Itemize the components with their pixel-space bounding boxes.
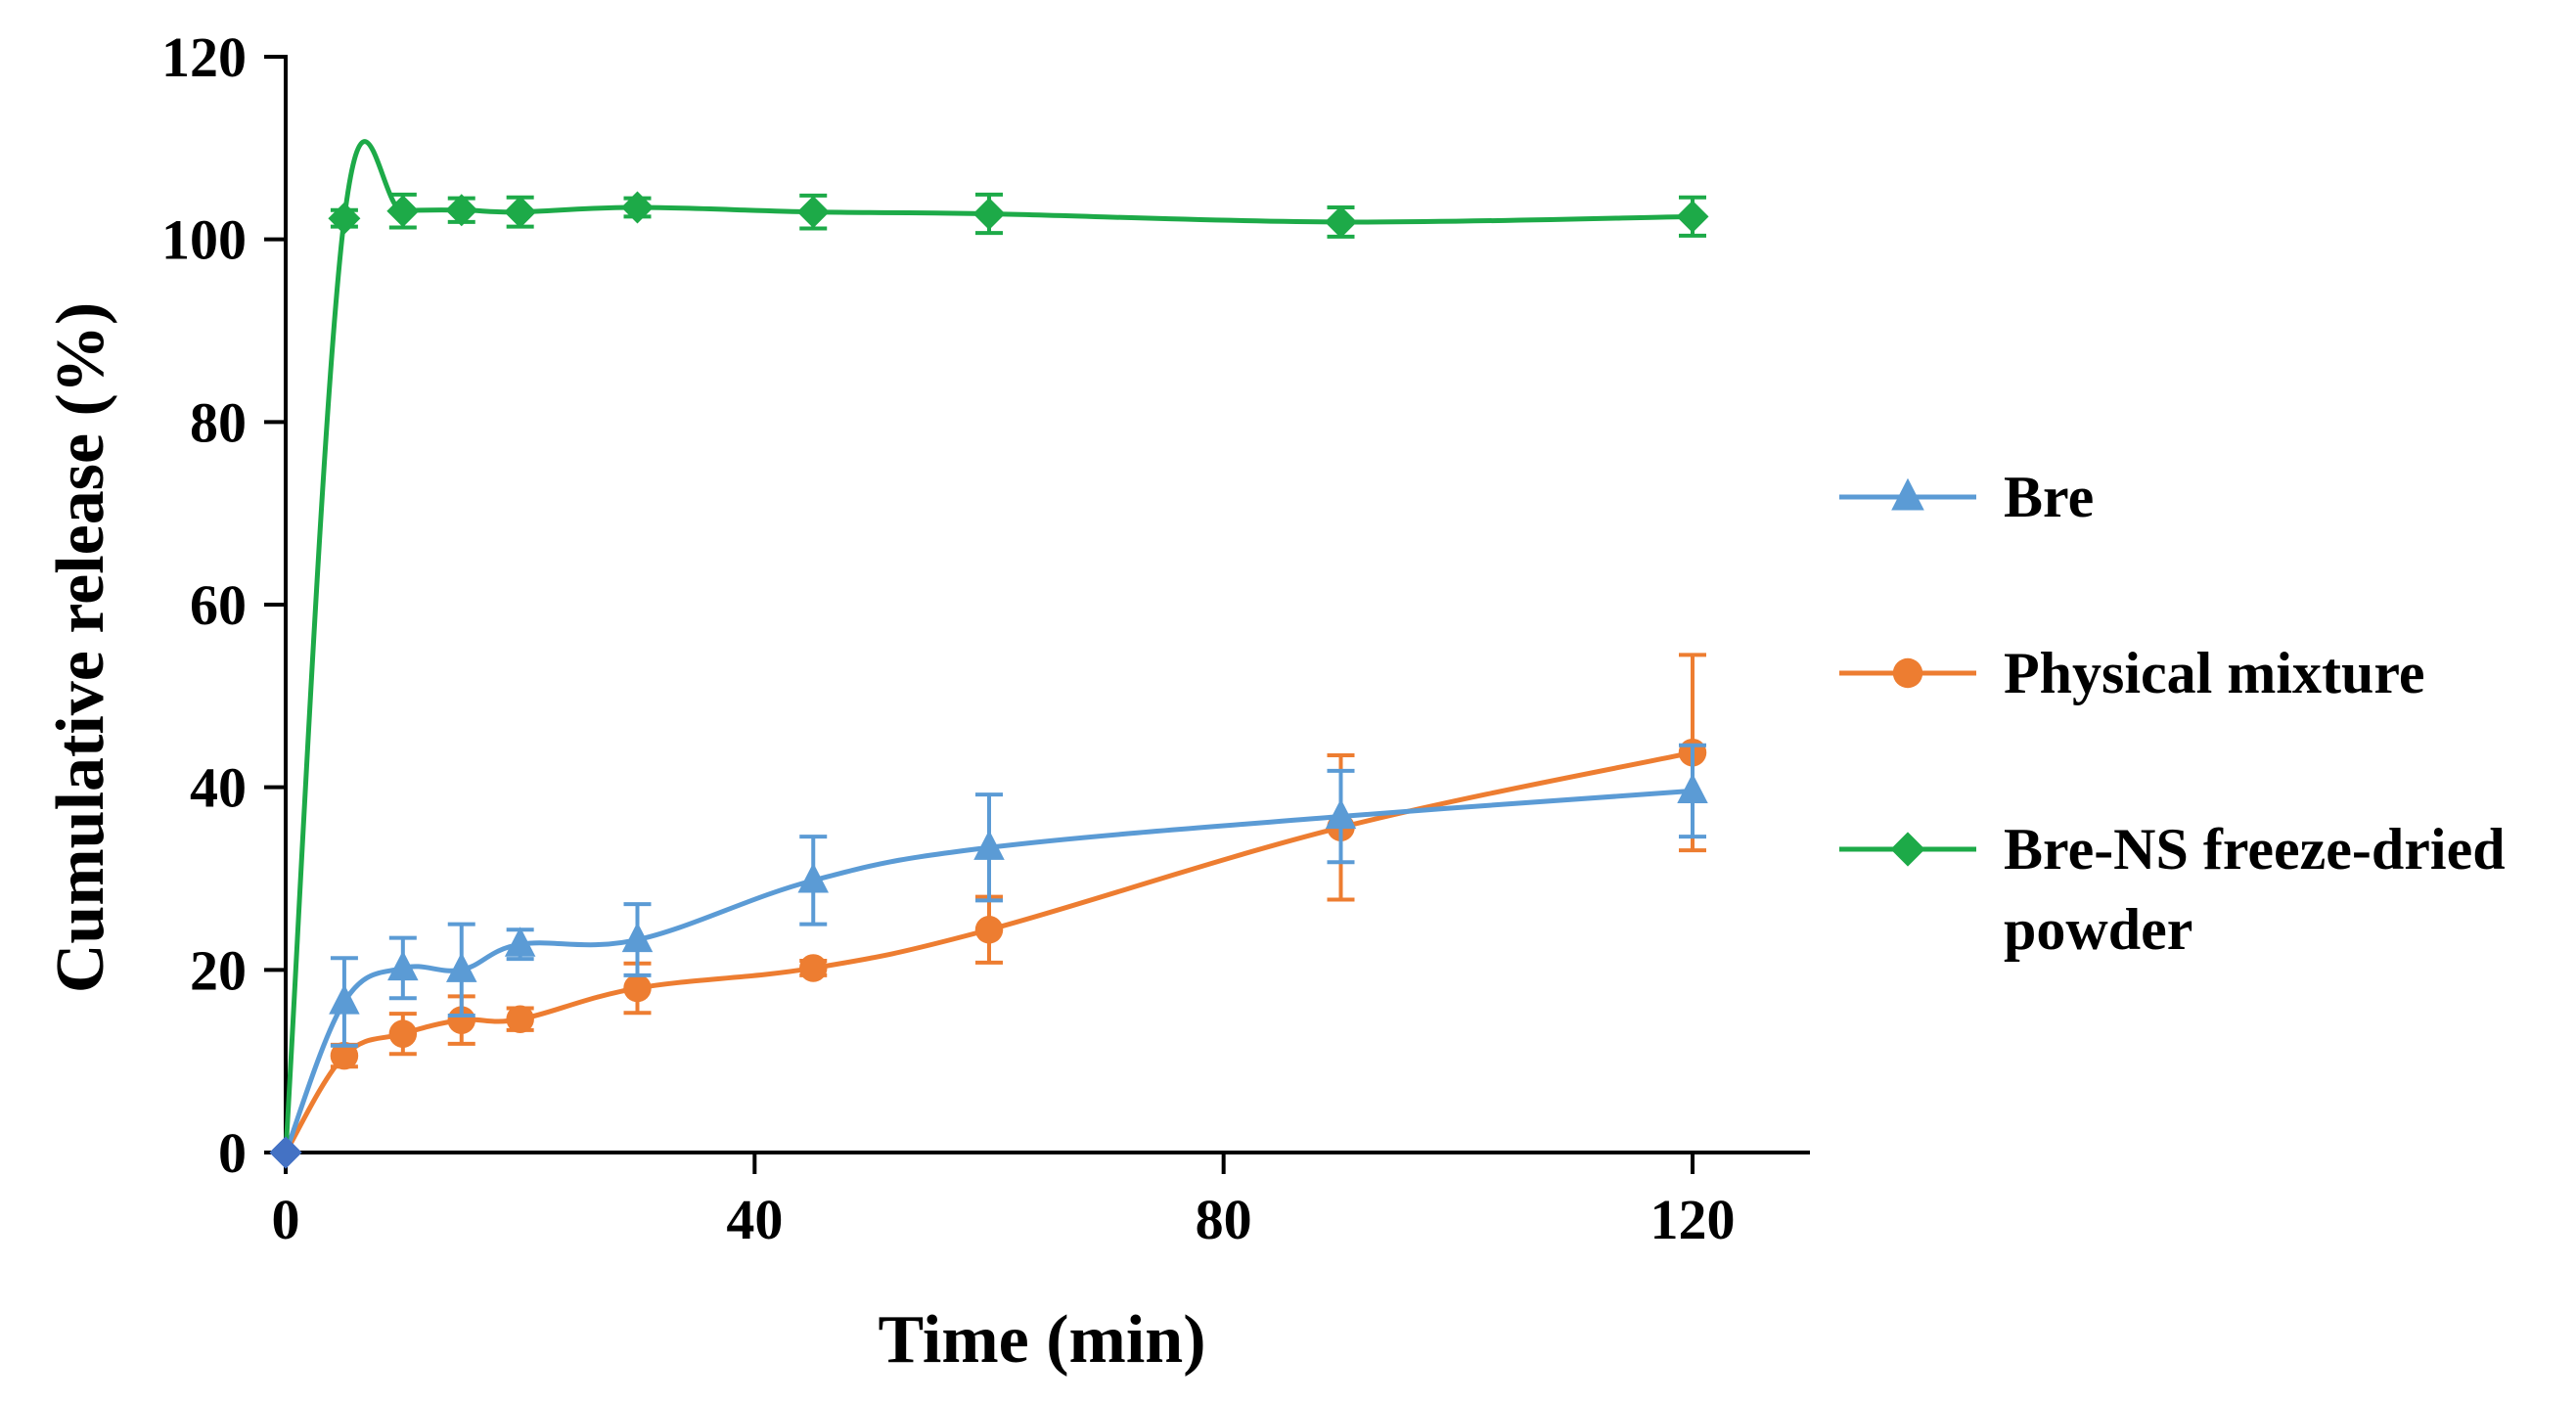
legend-label-line-1: Bre-NS freeze-dried — [2004, 817, 2506, 882]
series-bre — [269, 743, 1708, 1169]
data-point — [445, 194, 478, 227]
axes: 0 20 40 60 80 100 120 0 40 80 120 — [161, 25, 1810, 1251]
data-point — [328, 202, 361, 235]
data-point — [974, 916, 1004, 944]
y-tick-label: 20 — [190, 938, 247, 1002]
legend-label: Bre — [2004, 465, 2094, 529]
series-physical-mixture — [269, 653, 1707, 1169]
series-layer — [269, 139, 1709, 1169]
y-tick-label: 40 — [190, 756, 247, 820]
data-point — [1325, 798, 1357, 830]
x-tick-label: 0 — [272, 1188, 300, 1251]
y-tick-label: 120 — [161, 25, 247, 89]
y-tick-label: 60 — [190, 573, 247, 637]
legend: Bre Physical mixture Bre-NS freeze-dried po… — [1839, 465, 2506, 962]
y-tick-label: 0 — [218, 1121, 247, 1185]
data-point — [504, 927, 536, 957]
legend-label: Physical mixture — [2004, 641, 2425, 705]
x-tick-label: 40 — [726, 1188, 783, 1251]
legend-label: Bre-NS freeze-dried powder — [2004, 817, 2506, 962]
data-point — [504, 196, 537, 229]
data-point — [446, 952, 477, 982]
data-point — [621, 922, 654, 953]
series-bre-ns-freeze-dried-powder — [269, 139, 1709, 1169]
data-point — [623, 973, 652, 1003]
legend-marker — [1892, 657, 1923, 689]
data-point — [329, 984, 360, 1015]
legend-item-bre: Bre — [1839, 465, 2094, 529]
legend-marker — [1890, 832, 1925, 867]
data-point — [796, 196, 830, 229]
data-point — [1677, 773, 1708, 803]
data-point — [506, 1005, 534, 1033]
series-line-bre-ns-freeze-dried-powder — [283, 139, 1694, 1153]
y-tick-label: 80 — [190, 390, 247, 454]
data-point — [973, 830, 1005, 860]
data-point — [269, 1136, 302, 1169]
x-tick-label: 80 — [1196, 1188, 1252, 1251]
data-point — [1676, 200, 1709, 233]
data-point — [799, 954, 828, 982]
series-line-bre — [283, 788, 1694, 1153]
y-axis-title: Cumulative release (%) — [43, 302, 118, 993]
data-point — [621, 191, 654, 224]
data-point — [1325, 205, 1357, 239]
y-tick-label: 100 — [161, 208, 247, 272]
legend-item-bre-ns-freeze-dried-powder: Bre-NS freeze-dried powder — [1839, 817, 2506, 962]
data-point — [388, 1019, 418, 1048]
legend-item-physical-mixture: Physical mixture — [1839, 641, 2425, 705]
x-tick-label: 120 — [1650, 1188, 1736, 1251]
data-point — [386, 195, 420, 228]
data-point — [797, 862, 829, 893]
data-point — [387, 950, 419, 981]
legend-marker — [1891, 477, 1924, 511]
data-point — [447, 1006, 475, 1034]
legend-label-line-2: powder — [2004, 897, 2192, 962]
data-point — [972, 198, 1006, 231]
data-point — [330, 1041, 359, 1070]
x-axis-title: Time (min) — [878, 1302, 1205, 1378]
